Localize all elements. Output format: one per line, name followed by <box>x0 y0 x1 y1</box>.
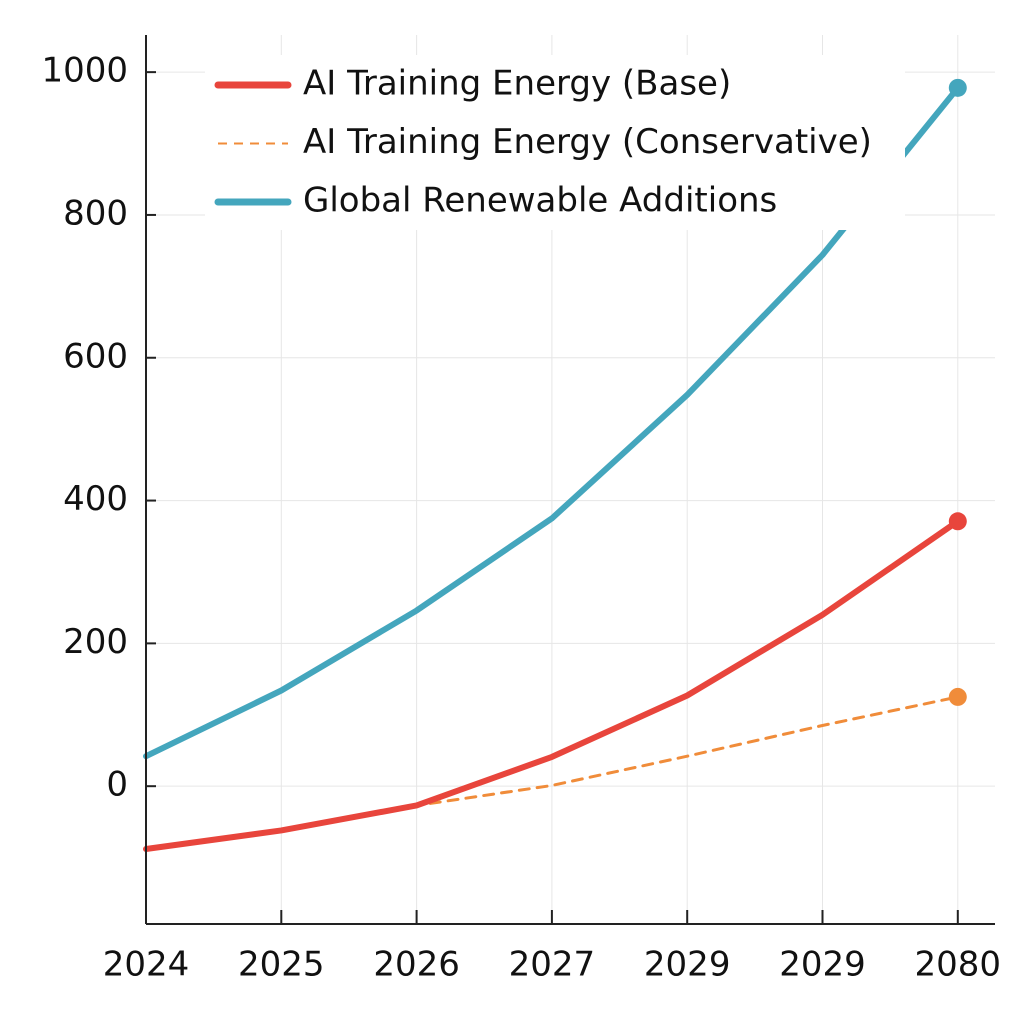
y-tick-label: 0 <box>106 765 128 805</box>
y-tick-label: 400 <box>63 479 128 519</box>
y-tick-label: 600 <box>63 336 128 376</box>
legend-label: AI Training Energy (Conservative) <box>303 122 872 162</box>
legend-background <box>205 55 905 230</box>
x-tick-label: 2024 <box>103 945 190 985</box>
y-tick-label: 800 <box>63 193 128 233</box>
legend-label: Global Renewable Additions <box>303 181 777 221</box>
legend-label: AI Training Energy (Base) <box>303 64 731 104</box>
y-tick-label: 1000 <box>41 51 128 91</box>
x-tick-label: 2027 <box>509 945 596 985</box>
x-tick-label: 2029 <box>779 945 866 985</box>
series-line <box>143 84 961 760</box>
series-line <box>143 518 961 853</box>
y-tick-label: 200 <box>63 622 128 662</box>
end-marker <box>948 687 967 706</box>
x-tick-label: 2029 <box>644 945 731 985</box>
end-marker <box>948 512 967 531</box>
x-tick-label: 2080 <box>915 945 1002 985</box>
legend: AI Training Energy (Base) AI Training Ene… <box>214 64 872 221</box>
x-tick-label: 2025 <box>238 945 325 985</box>
x-tick-label: 2026 <box>373 945 460 985</box>
plot-area <box>143 78 967 853</box>
end-marker <box>948 78 967 97</box>
